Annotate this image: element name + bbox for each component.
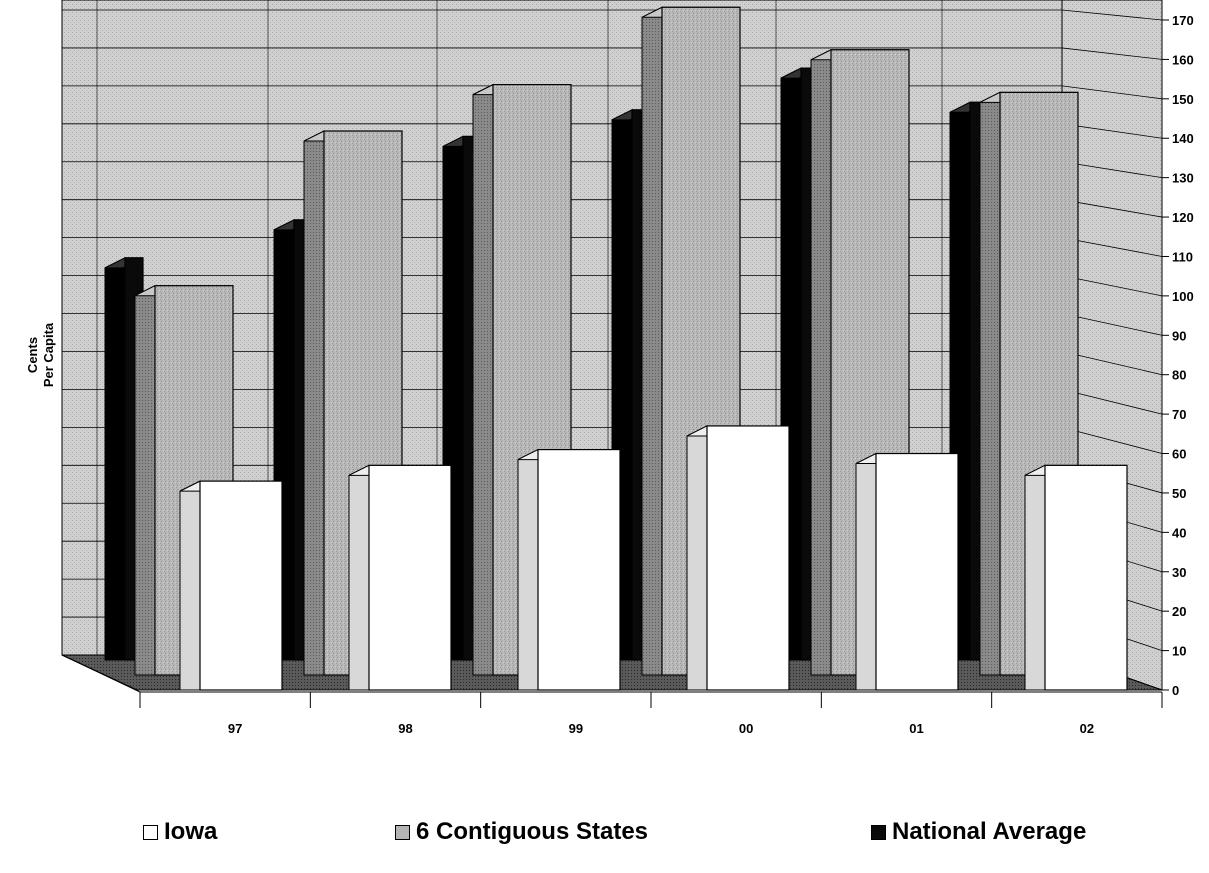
legend-swatch-iowa bbox=[143, 824, 158, 840]
bar-side bbox=[104, 257, 126, 661]
legend: Iowa 6 Contiguous States National Averag… bbox=[0, 818, 1209, 858]
gridline bbox=[1061, 313, 1163, 336]
y-tick-label: 0 bbox=[1172, 683, 1179, 698]
bars bbox=[104, 6, 1128, 691]
bar-iowa-97 bbox=[179, 480, 283, 691]
legend-label-iowa: Iowa bbox=[164, 818, 218, 845]
y-tick-label: 20 bbox=[1172, 604, 1186, 619]
bar-side bbox=[303, 130, 325, 676]
y-tick-label: 40 bbox=[1172, 525, 1186, 540]
gridline bbox=[1061, 161, 1163, 179]
legend-item-national-average: National Average bbox=[871, 818, 1086, 846]
y-tick-label: 70 bbox=[1172, 407, 1186, 422]
gridline bbox=[1061, 199, 1163, 218]
y-tick-label: 110 bbox=[1172, 249, 1193, 264]
x-tick-label: 97 bbox=[228, 721, 242, 736]
bar-side bbox=[810, 48, 832, 676]
y-tick-label: 90 bbox=[1172, 328, 1186, 343]
bar-face bbox=[368, 464, 452, 691]
bar-side bbox=[979, 91, 1001, 676]
bar-face bbox=[706, 425, 790, 691]
y-tick-label: 170 bbox=[1172, 13, 1194, 28]
x-tick-label: 98 bbox=[398, 721, 412, 736]
legend-item-iowa: Iowa bbox=[143, 818, 217, 846]
bar-iowa-02 bbox=[1024, 464, 1128, 691]
gridline bbox=[1061, 237, 1163, 257]
y-tick-label: 140 bbox=[1172, 131, 1194, 146]
bar-face bbox=[199, 480, 283, 691]
y-axis: 0 10 20 30 40 50 60 70 80 90 100 110 120 130 140 150 160… bbox=[1161, 0, 1194, 698]
y-axis-label-line-1: Cents bbox=[25, 337, 40, 373]
bar-side bbox=[855, 452, 877, 691]
bar-side bbox=[348, 464, 370, 691]
bar-iowa-99 bbox=[517, 448, 621, 691]
x-axis-depth-line bbox=[61, 654, 141, 693]
y-tick-label: 10 bbox=[1172, 644, 1186, 659]
bar-side bbox=[1024, 464, 1046, 691]
y-tick-label: 30 bbox=[1172, 565, 1186, 580]
bar-face bbox=[537, 448, 621, 691]
y-tick-label: 150 bbox=[1172, 92, 1194, 107]
gridline bbox=[1061, 275, 1163, 297]
gridline bbox=[1061, 85, 1163, 100]
bar-iowa-00 bbox=[686, 425, 790, 691]
legend-swatch-national-average bbox=[871, 824, 886, 840]
bar-face bbox=[1044, 464, 1128, 691]
bar-iowa-98 bbox=[348, 464, 452, 691]
legend-label-national-average: National Average bbox=[892, 818, 1087, 845]
x-tick-label: 99 bbox=[569, 721, 583, 736]
y-tick-label: 100 bbox=[1172, 289, 1194, 304]
y-tick-label: 160 bbox=[1172, 52, 1194, 67]
gridline bbox=[1061, 123, 1163, 139]
x-tick-label: 01 bbox=[909, 721, 923, 736]
bar-face bbox=[875, 452, 959, 691]
legend-label-6-contiguous-states: 6 Contiguous States bbox=[416, 818, 649, 845]
y-tick-label: 50 bbox=[1172, 486, 1186, 501]
x-tick-label: 02 bbox=[1080, 721, 1094, 736]
bar-side bbox=[134, 284, 156, 676]
bar-side bbox=[641, 6, 663, 676]
gridline bbox=[1061, 47, 1163, 60]
gridline bbox=[1061, 389, 1163, 415]
y-axis-label-line-2: Per Capita bbox=[41, 322, 56, 387]
gridline bbox=[1061, 351, 1163, 376]
legend-swatch-6-contiguous-states bbox=[395, 824, 410, 840]
bar-side bbox=[517, 448, 539, 691]
x-tick-label: 00 bbox=[739, 721, 753, 736]
gridline bbox=[1061, 9, 1163, 21]
y-tick-label: 80 bbox=[1172, 368, 1186, 383]
y-tick-label: 130 bbox=[1172, 171, 1194, 186]
legend-item-6-contiguous-states: 6 Contiguous States bbox=[395, 818, 648, 846]
bar-side bbox=[179, 480, 201, 691]
y-tick-label: 60 bbox=[1172, 447, 1186, 462]
bar-side bbox=[472, 83, 494, 676]
x-axis: 97 98 99 00 01 02 bbox=[61, 654, 1163, 736]
bar-chart: 0102030405060708090100110120130140150160… bbox=[25, 0, 1194, 736]
bar-side bbox=[686, 425, 708, 691]
gridline bbox=[1061, 426, 1163, 454]
y-tick-label: 120 bbox=[1172, 210, 1194, 225]
bar-iowa-01 bbox=[855, 452, 959, 691]
